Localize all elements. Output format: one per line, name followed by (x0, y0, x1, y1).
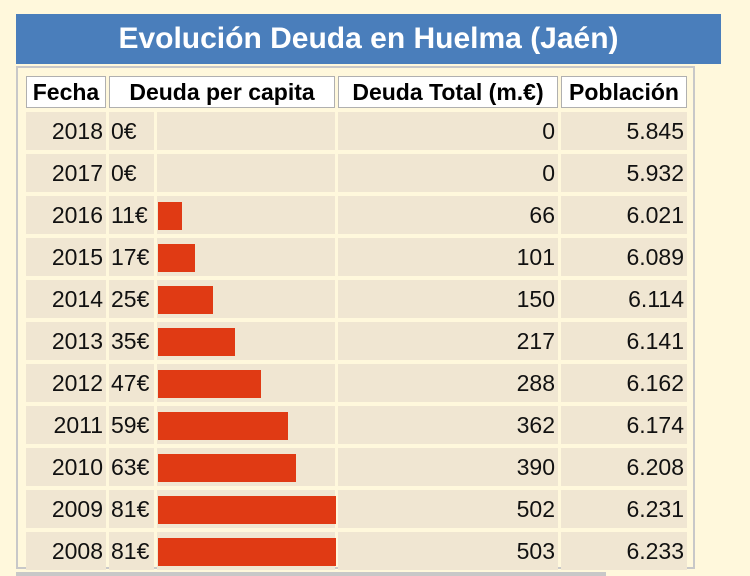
row-total: 390 (338, 448, 558, 486)
bar-2008 (158, 538, 336, 566)
table-row: 2012 47€ 288 6.162 (26, 364, 687, 402)
row-total: 288 (338, 364, 558, 402)
row-poblacion: 6.114 (561, 280, 687, 318)
row-year: 2018 (26, 112, 106, 150)
row-year: 2015 (26, 238, 106, 276)
table-header-row: Fecha Deuda per capita Deuda Total (m.€)… (26, 76, 687, 108)
row-poblacion: 6.089 (561, 238, 687, 276)
row-bar-cell (157, 532, 336, 570)
row-poblacion: 6.208 (561, 448, 687, 486)
row-year: 2016 (26, 196, 106, 234)
row-bar-cell (157, 406, 335, 444)
row-bar-cell (157, 364, 335, 402)
row-year: 2011 (26, 406, 106, 444)
row-total: 503 (338, 532, 558, 570)
table-row: 2016 11€ 66 6.021 (26, 196, 687, 234)
row-poblacion: 6.162 (561, 364, 687, 402)
row-bar-cell (157, 154, 335, 192)
table-row: 2010 63€ 390 6.208 (26, 448, 687, 486)
row-year: 2010 (26, 448, 106, 486)
table-row: 2018 0€ 0 5.845 (26, 112, 687, 150)
row-bar-cell (157, 238, 335, 276)
header-total: Deuda Total (m.€) (338, 76, 558, 108)
bar-2013 (158, 328, 235, 356)
row-bar-cell (157, 322, 335, 360)
table-row: 2015 17€ 101 6.089 (26, 238, 687, 276)
row-bar-cell (157, 490, 336, 528)
bar-2011 (158, 412, 288, 440)
row-per-capita-label: 47€ (109, 364, 154, 402)
header-poblacion: Población (561, 76, 687, 108)
bar-2014 (158, 286, 213, 314)
row-year: 2014 (26, 280, 106, 318)
row-per-capita-label: 11€ (109, 196, 154, 234)
row-total: 66 (338, 196, 558, 234)
bar-2010 (158, 454, 296, 482)
row-per-capita-label: 17€ (109, 238, 154, 276)
row-year: 2012 (26, 364, 106, 402)
row-poblacion: 5.932 (561, 154, 687, 192)
row-poblacion: 6.174 (561, 406, 687, 444)
row-total: 150 (338, 280, 558, 318)
table-row: 2017 0€ 0 5.932 (26, 154, 687, 192)
row-year: 2013 (26, 322, 106, 360)
row-per-capita-label: 81€ (109, 532, 154, 570)
row-bar-cell (157, 448, 335, 486)
table-row: 2009 81€ 502 6.231 (26, 490, 687, 528)
row-year: 2009 (26, 490, 106, 528)
row-total: 217 (338, 322, 558, 360)
row-per-capita-label: 63€ (109, 448, 154, 486)
table-body: 2018 0€ 0 5.845 2017 0€ 0 5.932 2016 11€ 66 6.021 20… (26, 112, 687, 570)
row-bar-cell (157, 196, 335, 234)
bar-2015 (158, 244, 195, 272)
row-poblacion: 5.845 (561, 112, 687, 150)
table-row: 2011 59€ 362 6.174 (26, 406, 687, 444)
row-per-capita-label: 81€ (109, 490, 154, 528)
row-total: 502 (338, 490, 558, 528)
row-poblacion: 6.021 (561, 196, 687, 234)
row-year: 2008 (26, 532, 106, 570)
row-per-capita-label: 25€ (109, 280, 154, 318)
table-row: 2013 35€ 217 6.141 (26, 322, 687, 360)
debt-table: Fecha Deuda per capita Deuda Total (m.€)… (23, 72, 690, 574)
row-bar-cell (157, 280, 335, 318)
bar-2012 (158, 370, 261, 398)
header-per-capita: Deuda per capita (109, 76, 335, 108)
row-year: 2017 (26, 154, 106, 192)
chart-title: Evolución Deuda en Huelma (Jaén) (16, 14, 721, 64)
table-row: 2008 81€ 503 6.233 (26, 532, 687, 570)
row-poblacion: 6.233 (561, 532, 687, 570)
row-per-capita-label: 0€ (109, 154, 154, 192)
row-bar-cell (157, 112, 335, 150)
row-per-capita-label: 0€ (109, 112, 154, 150)
row-per-capita-label: 35€ (109, 322, 154, 360)
row-total: 0 (338, 154, 558, 192)
row-per-capita-label: 59€ (109, 406, 154, 444)
row-total: 362 (338, 406, 558, 444)
horizontal-scrollbar[interactable] (16, 572, 606, 576)
table-row: 2014 25€ 150 6.114 (26, 280, 687, 318)
bar-2009 (158, 496, 336, 524)
debt-table-container: Fecha Deuda per capita Deuda Total (m.€)… (16, 66, 695, 570)
row-poblacion: 6.141 (561, 322, 687, 360)
row-poblacion: 6.231 (561, 490, 687, 528)
row-total: 0 (338, 112, 558, 150)
row-total: 101 (338, 238, 558, 276)
bar-2016 (158, 202, 182, 230)
header-fecha: Fecha (26, 76, 106, 108)
